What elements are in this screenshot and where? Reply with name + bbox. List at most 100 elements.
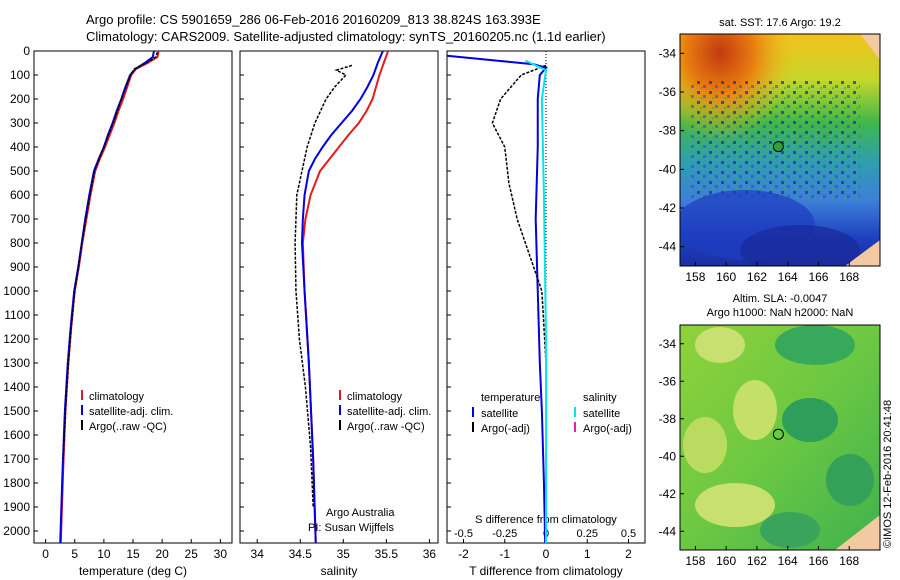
x-tick-label: 5 [71, 547, 78, 561]
series-line-argo-raw-qc- [62, 51, 159, 460]
x-tick-label: 10 [97, 547, 111, 561]
map-y-tick-label: -36 [659, 374, 677, 388]
y-tick-label: 1800 [3, 476, 30, 490]
map-y-tick-label: -42 [659, 201, 677, 215]
map-x-tick-label: 164 [778, 554, 798, 568]
map-x-tick-label: 166 [808, 554, 828, 568]
sst-map-title: sat. SST: 17.6 Argo: 19.2 [719, 17, 841, 29]
legend-label: satellite-adj. clim. [347, 406, 431, 418]
y-tick-label: 1200 [3, 332, 30, 346]
legend-label: climatology [347, 391, 403, 403]
x-tick-label: 2 [625, 547, 632, 561]
sla-map-xticks: 158 160 162 164 166 168 [685, 546, 860, 568]
map-y-tick-label: -40 [659, 162, 677, 176]
plot-frame [33, 50, 233, 544]
y-tick-label: 100 [10, 68, 30, 82]
map-x-tick-label: 168 [839, 270, 859, 284]
x-tick-label: 36 [423, 547, 437, 561]
x-tick-label: 35.5 [375, 547, 399, 561]
y-tick-label: 800 [10, 236, 30, 250]
x-tick-label: 0 [543, 547, 550, 561]
x-tick-label: 15 [126, 547, 140, 561]
legend-label: climatology [89, 391, 145, 403]
header-line-1: Argo profile: CS 5901659_286 06-Feb-2016… [86, 12, 541, 27]
y-tick-label: 400 [10, 140, 30, 154]
legend-sal-heading: salinity [583, 392, 617, 404]
y-tick-label: 500 [10, 164, 30, 178]
map-x-tick-label: 164 [778, 270, 798, 284]
map-y-tick-label: -38 [659, 412, 677, 426]
y-tick-label: 1600 [3, 428, 30, 442]
top-s-tick-label: -0.5 [454, 528, 473, 540]
map-x-tick-label: 168 [839, 554, 859, 568]
series-line-temperature-argo-adj- [491, 64, 547, 459]
y-tick-label: 600 [10, 188, 30, 202]
header-line-2: Climatology: CARS2009. Satellite-adjuste… [86, 29, 606, 44]
x-tick-label: 25 [185, 547, 199, 561]
x-tick-label: 34 [251, 547, 265, 561]
x-tick-label: 30 [214, 547, 228, 561]
plot-frame [239, 50, 439, 544]
sla-map-panel: Altim. SLA: -0.0047 Argo h1000: NaN h200… [659, 293, 881, 568]
y-tick-label: 1100 [4, 308, 30, 322]
x-axis-label: T difference from climatology [469, 564, 623, 578]
legend-temp-heading: temperature [481, 392, 540, 404]
temperature-profile-panel: 0 5 10 15 20 25 30 temperature (deg C) 0 100 200 30… [3, 44, 233, 578]
top-s-tick-label: 0.5 [621, 528, 636, 540]
x-tick-label: 34.5 [289, 547, 313, 561]
sla-map-yticks: -34 -36 -38 -40 -42 -44 [659, 337, 684, 538]
map-x-tick-label: 166 [808, 270, 828, 284]
sst-map-panel: sat. SST: 17.6 Argo: 19.2 158 160 162 164 16… [659, 17, 881, 284]
map-x-tick-label: 158 [685, 270, 705, 284]
argo-australia-label: Argo Australia [326, 507, 395, 519]
credit-text: ©IMOS 12-Feb-2016 20:41:48 [882, 400, 894, 548]
series-line-satellite-adj-clim- [300, 51, 384, 543]
legend-label: Argo(..raw -QC) [89, 421, 167, 433]
map-y-tick-label: -34 [659, 46, 677, 60]
sla-map-subtitle: Argo h1000: NaN h2000: NaN [707, 307, 854, 319]
legend-label: satellite-adj. clim. [89, 406, 173, 418]
y-tick-label: 900 [10, 260, 30, 274]
pi-label: PI: Susan Wijffels [308, 522, 394, 534]
land-mass-north [860, 34, 880, 60]
x-tick-label: -2 [458, 547, 469, 561]
map-y-tick-label: -36 [659, 85, 677, 99]
x-axis-label: salinity [321, 564, 358, 578]
sla-map-title: Altim. SLA: -0.0047 [733, 293, 828, 305]
map-y-tick-label: -34 [659, 337, 677, 351]
y-tick-label: 700 [10, 212, 30, 226]
salinity-profile-panel: 34 34.5 35 35.5 36 salinity climatology satelli… [239, 50, 439, 578]
land-mass-nz [845, 240, 880, 266]
x-tick-label: 0 [42, 547, 49, 561]
series-line-salinity-satellite [524, 59, 548, 543]
y-tick-label: 0 [23, 44, 30, 58]
x-tick-label: 1 [584, 547, 591, 561]
y-tick-label: 300 [10, 116, 30, 130]
legend-label: satellite [583, 408, 620, 420]
y-tick-label: 200 [10, 92, 30, 106]
map-x-tick-label: 160 [716, 554, 736, 568]
legend-label: satellite [481, 408, 518, 420]
map-y-tick-label: -42 [659, 487, 677, 501]
top-s-tick-label: 0.25 [577, 528, 598, 540]
legend-label: Argo(-adj) [583, 423, 632, 435]
y-tick-label: 1000 [3, 284, 30, 298]
argo-float-marker-sla [772, 428, 784, 440]
map-x-tick-label: 160 [716, 270, 736, 284]
map-x-tick-label: 162 [747, 270, 767, 284]
land-mass-nz-sla [835, 515, 880, 550]
y-tick-label: 1900 [3, 500, 30, 514]
x-tick-label: -1 [499, 547, 510, 561]
map-y-tick-label: -40 [659, 449, 677, 463]
series-group [59, 51, 160, 543]
x-tick-label: 35 [337, 547, 351, 561]
argo-float-marker [772, 141, 784, 153]
y-tick-label: 1400 [3, 380, 30, 394]
map-y-tick-label: -44 [659, 524, 677, 538]
map-y-tick-label: -44 [659, 240, 677, 254]
y-tick-label: 1700 [3, 452, 30, 466]
map-y-tick-label: -38 [659, 124, 677, 138]
series-line-argo-raw-qc- [294, 64, 353, 508]
series-group [447, 54, 548, 543]
